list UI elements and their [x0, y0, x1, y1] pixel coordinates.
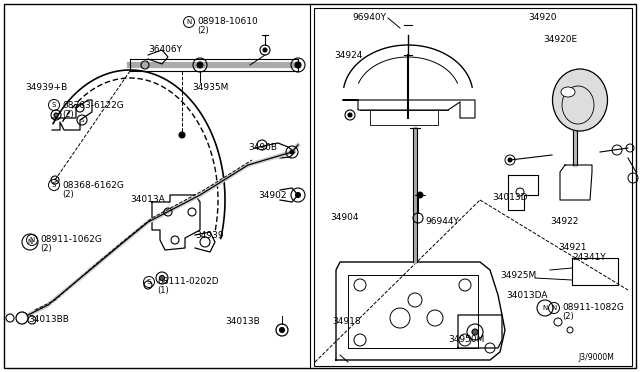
Text: S: S: [147, 279, 151, 285]
Text: J3/9000M: J3/9000M: [578, 353, 614, 362]
Circle shape: [295, 62, 301, 68]
Text: (2): (2): [562, 312, 573, 321]
Text: S: S: [52, 102, 56, 108]
Text: 96940Y: 96940Y: [352, 13, 386, 22]
Text: 34921: 34921: [558, 244, 586, 253]
Circle shape: [348, 113, 352, 117]
Circle shape: [296, 192, 301, 198]
Text: (2): (2): [62, 109, 74, 119]
Text: (2): (2): [40, 244, 52, 253]
Text: N: N: [186, 19, 191, 25]
Text: 34939: 34939: [195, 231, 223, 240]
Text: S: S: [160, 276, 164, 280]
Text: (1): (1): [157, 286, 169, 295]
Ellipse shape: [561, 87, 575, 97]
Text: 96944Y: 96944Y: [425, 218, 459, 227]
Text: 34013D: 34013D: [492, 193, 527, 202]
Text: 08911-1082G: 08911-1082G: [562, 304, 624, 312]
Text: (2): (2): [62, 189, 74, 199]
Text: 34013B: 34013B: [225, 317, 260, 327]
Text: 34904: 34904: [330, 214, 358, 222]
Text: 08368-6162G: 08368-6162G: [62, 180, 124, 189]
Text: 34924: 34924: [334, 51, 362, 60]
Bar: [314, 8, 632, 366]
Text: 34925M: 34925M: [500, 270, 536, 279]
Text: 08363-6122G: 08363-6122G: [62, 100, 124, 109]
Text: 34013A: 34013A: [130, 196, 164, 205]
Circle shape: [508, 158, 512, 162]
Circle shape: [472, 329, 478, 335]
Circle shape: [290, 150, 294, 154]
Text: 34920E: 34920E: [543, 35, 577, 45]
Text: 34922: 34922: [550, 218, 579, 227]
Text: 34902: 34902: [258, 190, 287, 199]
Text: N: N: [542, 305, 548, 311]
Text: 36406Y: 36406Y: [148, 45, 182, 55]
Text: N: N: [552, 305, 557, 311]
Circle shape: [179, 132, 185, 138]
Text: 34013DA: 34013DA: [506, 291, 547, 299]
Text: S: S: [52, 182, 56, 188]
Text: (2): (2): [197, 26, 209, 35]
Text: 34935M: 34935M: [192, 83, 228, 93]
Text: S: S: [53, 177, 57, 183]
Text: S: S: [80, 118, 84, 122]
Text: 34950M: 34950M: [448, 336, 484, 344]
Text: 24341Y: 24341Y: [572, 253, 605, 263]
Text: 34939+B: 34939+B: [25, 83, 67, 93]
Circle shape: [417, 192, 423, 198]
Circle shape: [197, 62, 203, 68]
Circle shape: [263, 48, 267, 52]
Text: 08911-1062G: 08911-1062G: [40, 235, 102, 244]
Text: N: N: [28, 239, 33, 245]
Text: 34918: 34918: [332, 317, 360, 327]
Text: 34920: 34920: [528, 13, 557, 22]
Ellipse shape: [552, 69, 607, 131]
Text: 08918-10610: 08918-10610: [197, 17, 258, 26]
Circle shape: [159, 276, 164, 280]
Text: /: /: [567, 89, 569, 95]
Text: 08111-0202D: 08111-0202D: [157, 278, 219, 286]
Text: 34013BB: 34013BB: [28, 315, 69, 324]
Circle shape: [54, 113, 58, 117]
Text: N: N: [29, 237, 35, 243]
Circle shape: [280, 327, 285, 333]
Text: 3490B: 3490B: [248, 144, 277, 153]
